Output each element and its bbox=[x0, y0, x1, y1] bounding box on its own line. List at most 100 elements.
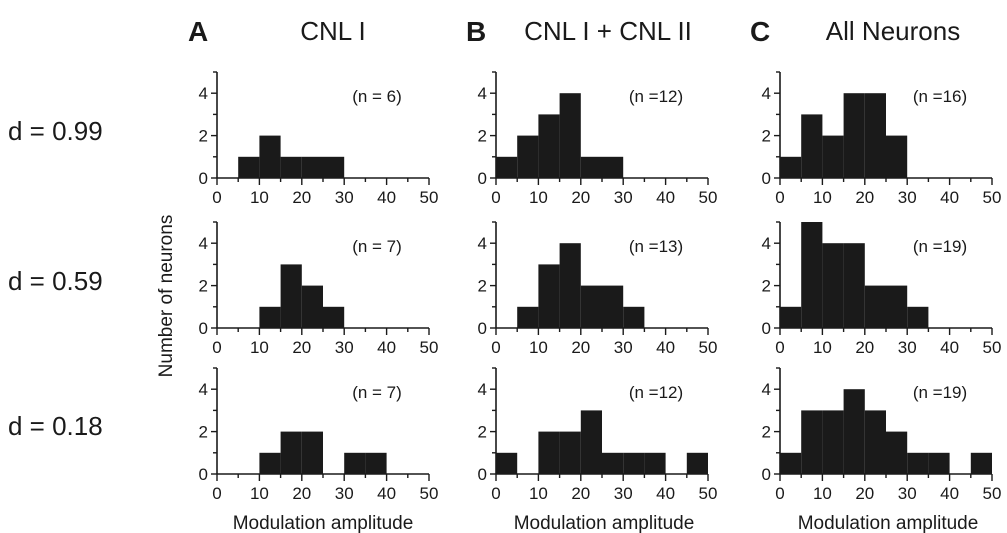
x-tick-label: 50 bbox=[699, 484, 718, 503]
x-tick-label: 50 bbox=[983, 338, 1002, 357]
histogram-bar bbox=[801, 114, 823, 178]
y-axis-label: Number of neurons bbox=[156, 215, 177, 378]
x-tick-label: 30 bbox=[335, 484, 354, 503]
histogram-bar bbox=[886, 135, 908, 178]
histogram-bar bbox=[280, 156, 302, 178]
x-tick-label: 0 bbox=[491, 338, 500, 357]
histogram-bar bbox=[864, 93, 886, 178]
histogram-bar bbox=[602, 285, 624, 328]
x-tick-label: 40 bbox=[377, 188, 396, 207]
x-tick-label: 10 bbox=[529, 338, 548, 357]
x-tick-label: 0 bbox=[491, 188, 500, 207]
histogram-bar bbox=[864, 410, 886, 474]
y-tick-label: 4 bbox=[199, 84, 208, 103]
x-axis-label-b: Modulation amplitude bbox=[514, 513, 695, 533]
histogram-bar bbox=[780, 452, 802, 474]
histogram-bar bbox=[780, 306, 802, 328]
y-tick-label: 0 bbox=[199, 169, 208, 188]
x-tick-label: 0 bbox=[212, 484, 221, 503]
histogram-bar bbox=[644, 452, 666, 474]
panel-letter-c: C bbox=[750, 16, 770, 47]
histogram-bar bbox=[365, 452, 387, 474]
x-tick-label: 30 bbox=[335, 188, 354, 207]
y-tick-label: 0 bbox=[762, 319, 771, 338]
y-tick-label: 2 bbox=[199, 127, 208, 146]
sample-size-annotation: (n =13) bbox=[629, 237, 683, 256]
row-label-2: d = 0.18 bbox=[8, 411, 103, 441]
histogram-bar bbox=[602, 452, 624, 474]
histogram-bar bbox=[538, 114, 560, 178]
y-tick-label: 0 bbox=[199, 319, 208, 338]
x-tick-label: 40 bbox=[656, 338, 675, 357]
histogram-bar bbox=[580, 410, 602, 474]
y-tick-label: 4 bbox=[478, 380, 487, 399]
x-tick-label: 30 bbox=[335, 338, 354, 357]
x-tick-label: 0 bbox=[775, 188, 784, 207]
x-tick-label: 20 bbox=[855, 188, 874, 207]
histogram-bar bbox=[580, 285, 602, 328]
histogram-bar bbox=[259, 452, 281, 474]
x-tick-label: 20 bbox=[292, 338, 311, 357]
x-tick-label: 50 bbox=[699, 338, 718, 357]
sample-size-annotation: (n =12) bbox=[629, 87, 683, 106]
y-tick-label: 2 bbox=[762, 277, 771, 296]
sample-size-annotation: (n = 7) bbox=[352, 383, 402, 402]
column-title-c: All Neurons bbox=[826, 16, 960, 46]
histogram-bar bbox=[559, 243, 581, 328]
y-tick-label: 2 bbox=[199, 423, 208, 442]
x-tick-label: 40 bbox=[656, 484, 675, 503]
x-tick-label: 40 bbox=[940, 188, 959, 207]
x-tick-label: 30 bbox=[614, 338, 633, 357]
histogram-bar bbox=[801, 222, 823, 328]
histogram-bar bbox=[843, 243, 865, 328]
x-tick-label: 40 bbox=[940, 338, 959, 357]
row-label-1: d = 0.59 bbox=[8, 266, 103, 296]
sample-size-annotation: (n =19) bbox=[913, 383, 967, 402]
histogram-bar bbox=[623, 306, 645, 328]
histogram-bar bbox=[301, 431, 323, 474]
x-tick-label: 50 bbox=[699, 188, 718, 207]
histogram-bar bbox=[323, 156, 345, 178]
x-tick-label: 40 bbox=[656, 188, 675, 207]
histogram-bar bbox=[496, 156, 518, 178]
y-tick-label: 4 bbox=[762, 234, 771, 253]
y-tick-label: 0 bbox=[478, 169, 487, 188]
histogram-bar bbox=[780, 156, 802, 178]
y-tick-label: 4 bbox=[199, 380, 208, 399]
histogram-bar bbox=[238, 156, 260, 178]
y-tick-label: 0 bbox=[478, 319, 487, 338]
y-tick-label: 2 bbox=[478, 423, 487, 442]
histogram-bar bbox=[344, 452, 366, 474]
x-tick-label: 10 bbox=[813, 188, 832, 207]
histogram-bar bbox=[538, 431, 560, 474]
x-tick-label: 50 bbox=[420, 188, 439, 207]
x-tick-label: 0 bbox=[212, 188, 221, 207]
y-tick-label: 2 bbox=[478, 277, 487, 296]
x-tick-label: 50 bbox=[983, 188, 1002, 207]
histogram-bar bbox=[886, 285, 908, 328]
x-tick-label: 20 bbox=[571, 338, 590, 357]
x-tick-label: 30 bbox=[898, 484, 917, 503]
x-tick-label: 0 bbox=[775, 484, 784, 503]
x-tick-label: 20 bbox=[571, 188, 590, 207]
sample-size-annotation: (n =19) bbox=[913, 237, 967, 256]
y-tick-label: 4 bbox=[478, 84, 487, 103]
x-tick-label: 20 bbox=[292, 484, 311, 503]
x-tick-label: 10 bbox=[813, 484, 832, 503]
x-tick-label: 40 bbox=[377, 484, 396, 503]
row-label-0: d = 0.99 bbox=[8, 116, 103, 146]
histogram-bar bbox=[970, 452, 992, 474]
histogram-bar bbox=[323, 306, 345, 328]
histogram-bar bbox=[843, 93, 865, 178]
y-tick-label: 4 bbox=[478, 234, 487, 253]
x-tick-label: 40 bbox=[940, 484, 959, 503]
histogram-bar bbox=[822, 135, 844, 178]
y-tick-label: 2 bbox=[762, 127, 771, 146]
x-tick-label: 20 bbox=[571, 484, 590, 503]
y-tick-label: 2 bbox=[199, 277, 208, 296]
